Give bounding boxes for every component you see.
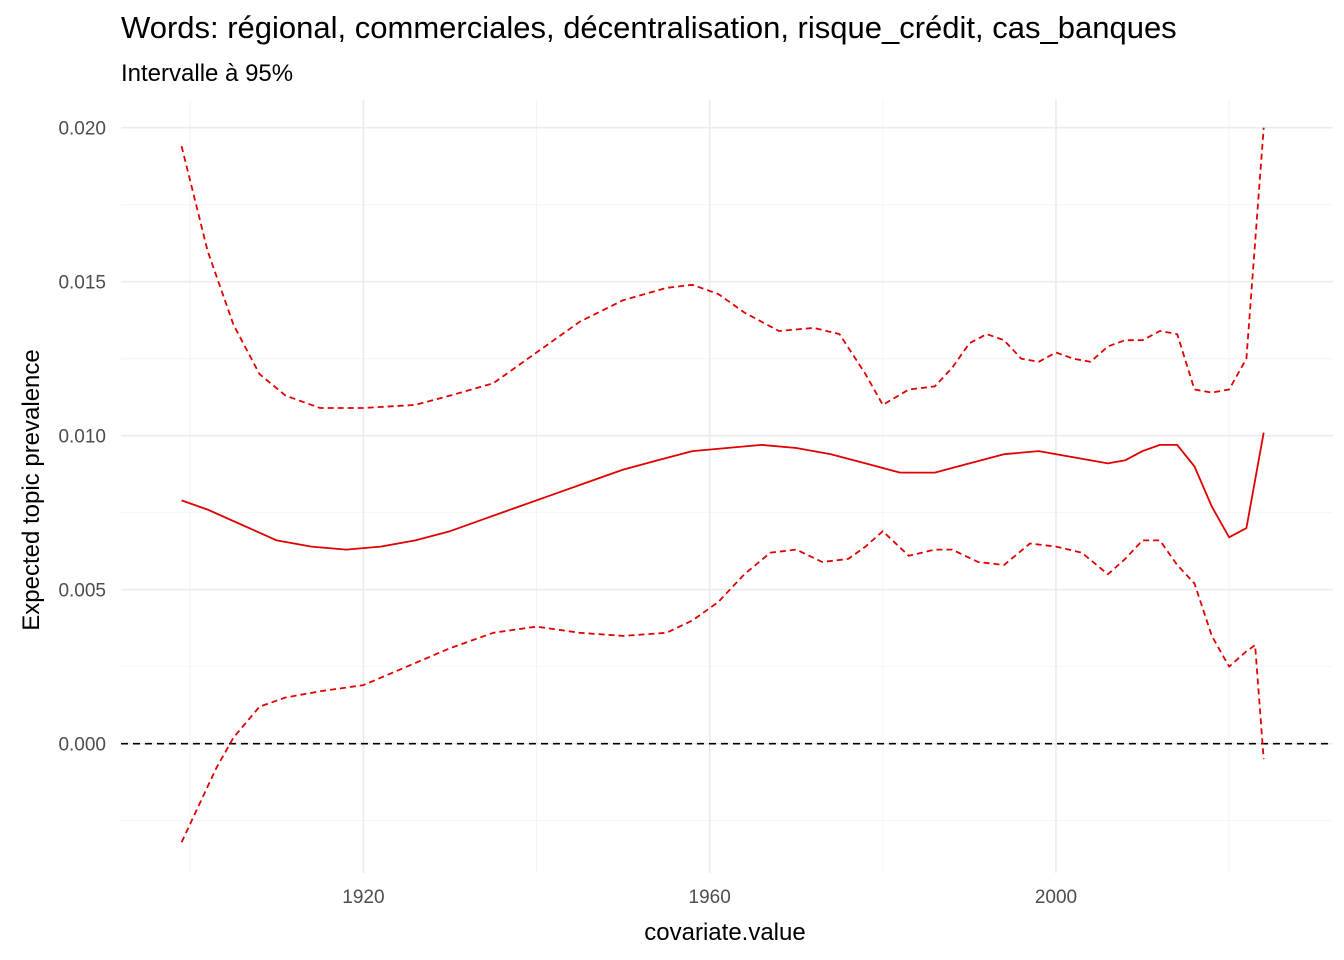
y-tick-label: 0.020 bbox=[58, 119, 106, 140]
y-tick-label: 0.010 bbox=[58, 427, 106, 448]
ci-lower-line bbox=[180, 530, 1265, 843]
chart-title: Words: régional, commerciales, décentral… bbox=[121, 10, 1177, 45]
x-axis-title: covariate.value bbox=[644, 919, 805, 946]
y-axis-ticks: 0.000 0.005 0.010 0.015 0.020 bbox=[58, 119, 106, 756]
y-tick-label: 0.005 bbox=[58, 581, 106, 602]
ci-upper-line bbox=[180, 127, 1265, 409]
major-gridlines bbox=[121, 100, 1333, 873]
minor-gridlines bbox=[121, 100, 1333, 873]
y-tick-label: 0.015 bbox=[58, 273, 106, 294]
estimate-line bbox=[181, 432, 1265, 551]
series-layer bbox=[180, 127, 1265, 843]
x-tick-label: 2000 bbox=[1035, 887, 1077, 908]
x-tick-label: 1920 bbox=[342, 887, 384, 908]
y-axis-title: Expected topic prevalence bbox=[18, 349, 45, 631]
x-axis-ticks: 1920 1960 2000 bbox=[342, 887, 1077, 908]
chart-subtitle: Intervalle à 95% bbox=[121, 60, 294, 87]
x-tick-label: 1960 bbox=[689, 887, 731, 908]
y-tick-label: 0.000 bbox=[58, 735, 106, 756]
